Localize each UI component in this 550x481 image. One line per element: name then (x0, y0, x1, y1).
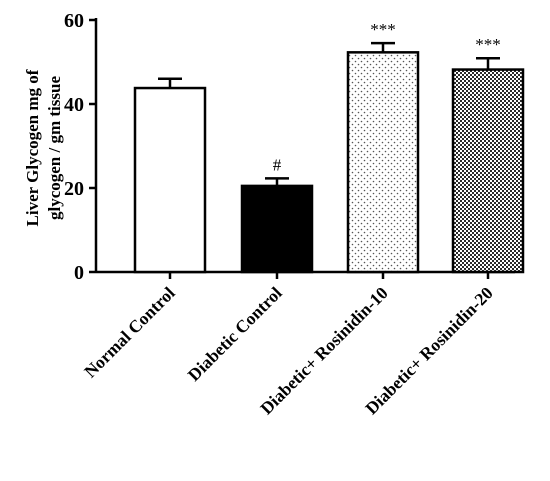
bars: # *** *** (133, 20, 525, 274)
bar-3 (346, 51, 420, 274)
category-label: Diabetic Control (184, 283, 286, 385)
significance-marker: # (273, 155, 282, 174)
category-label: Normal Control (80, 283, 179, 382)
significance-marker: *** (475, 35, 501, 54)
y-axis-label-line-2: glycogen / gm tissue (45, 76, 64, 220)
bar-1 (133, 86, 207, 274)
y-axis-label: Liver Glycogen mg of glycogen / gm tissu… (23, 69, 64, 226)
y-tick-label: 60 (64, 10, 84, 32)
bar-2 (240, 184, 314, 274)
bar-4 (451, 68, 525, 274)
significance-marker: *** (370, 20, 396, 39)
y-tick-label: 40 (64, 94, 84, 116)
category-labels: Normal Control Diabetic ControlDiabetic+ … (80, 283, 497, 419)
y-tick-label: 0 (74, 262, 84, 284)
y-tick-label: 20 (64, 178, 84, 200)
y-axis-label-line-1: Liver Glycogen mg of (23, 69, 42, 226)
